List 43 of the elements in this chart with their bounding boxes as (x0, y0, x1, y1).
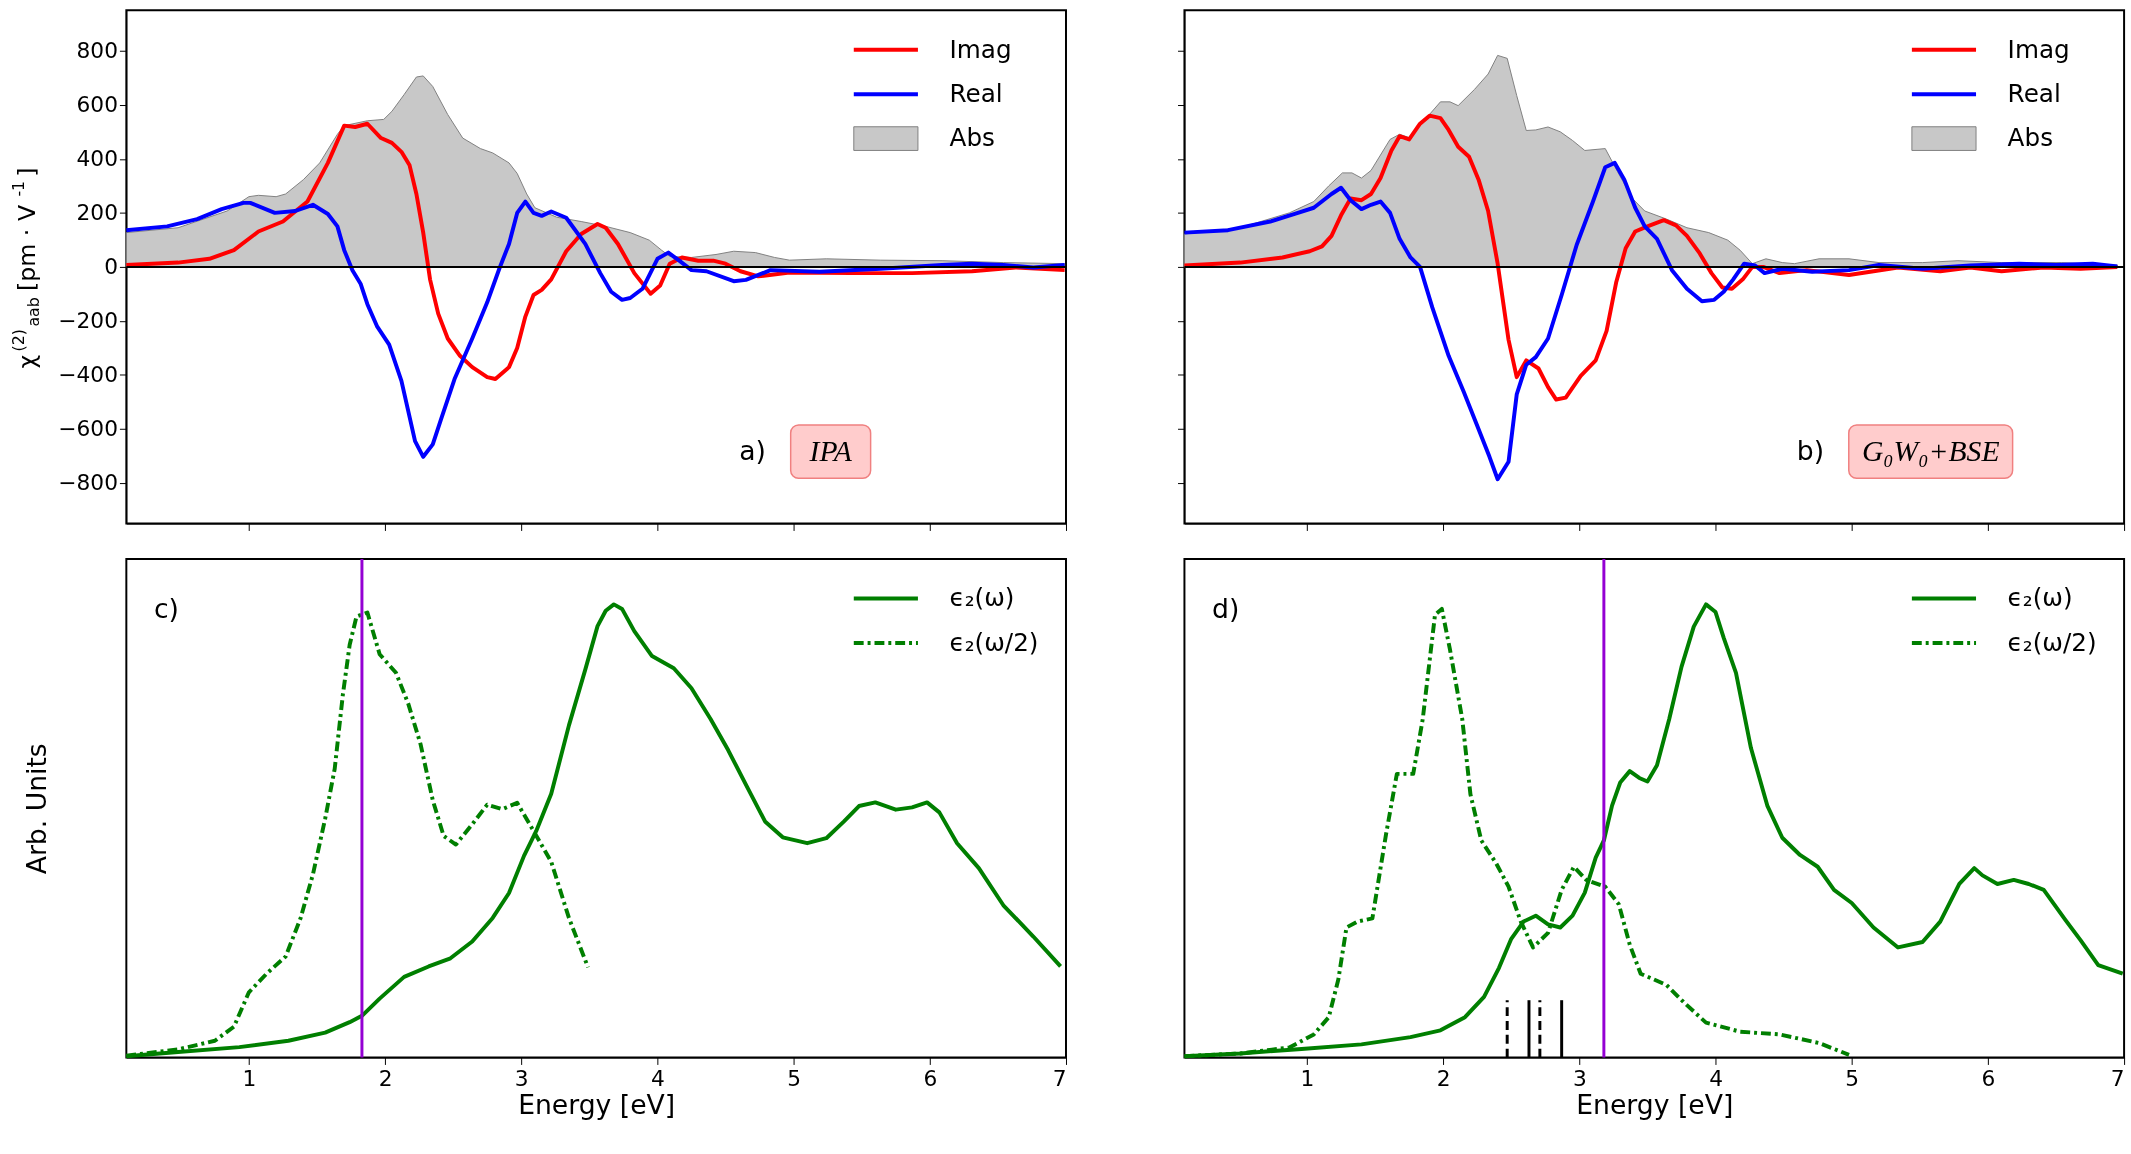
legend-label: Abs (2007, 123, 2053, 153)
legend-label: Real (2007, 79, 2061, 109)
legend-label: Imag (949, 34, 1012, 64)
annotation: b) (1796, 434, 1825, 466)
x-tick-label: 1 (1300, 1065, 1315, 1091)
y-tick-label: −600 (58, 416, 118, 442)
x-tick-label: 5 (1845, 1065, 1860, 1091)
y-tick-label: 400 (76, 146, 118, 172)
x-tick-label: 6 (1981, 1065, 1996, 1091)
y-tick-label: 0 (104, 254, 118, 280)
legend-label: ϵ₂(ω/2) (2007, 627, 2097, 657)
annotation: c) (153, 593, 180, 625)
y-axis-title: χ(2)aab[pm · V-1] (8, 167, 44, 369)
legend-label: ϵ₂(ω/2) (949, 627, 1039, 657)
x-tick-label: 4 (651, 1065, 665, 1091)
y-tick-label: −200 (58, 308, 118, 334)
x-tick-label: 3 (514, 1065, 529, 1091)
legend-label: Real (949, 79, 1003, 109)
y-tick-label: −800 (58, 470, 118, 496)
x-tick-label: 2 (1436, 1065, 1451, 1091)
x-tick-label: 1 (242, 1065, 257, 1091)
x-tick-label: 7 (2110, 1065, 2125, 1091)
y-tick-label: 800 (76, 38, 118, 64)
x-axis-title: Energy [eV] (1576, 1089, 1734, 1121)
x-tick-label: 4 (1709, 1065, 1723, 1091)
annotation: IPA (808, 434, 853, 467)
x-tick-label: 7 (1052, 1065, 1067, 1091)
legend-label: Abs (949, 123, 995, 153)
annotation: d) (1212, 593, 1240, 625)
x-tick-label: 2 (378, 1065, 393, 1091)
y-axis-title: Arb. Units (20, 743, 52, 875)
legend-label: ϵ₂(ω) (2007, 583, 2073, 613)
y-tick-label: −400 (58, 362, 118, 388)
x-axis-title: Energy [eV] (518, 1089, 676, 1121)
annotation: a) (739, 434, 766, 466)
x-tick-label: 5 (787, 1065, 802, 1091)
annotation: G₀W₀+BSE (1861, 434, 2000, 467)
legend-label: ϵ₂(ω) (949, 583, 1015, 613)
y-tick-label: 600 (76, 92, 118, 118)
y-tick-label: 200 (76, 200, 118, 226)
legend-label: Imag (2007, 34, 2070, 64)
x-tick-label: 3 (1572, 1065, 1587, 1091)
x-tick-label: 6 (923, 1065, 938, 1091)
